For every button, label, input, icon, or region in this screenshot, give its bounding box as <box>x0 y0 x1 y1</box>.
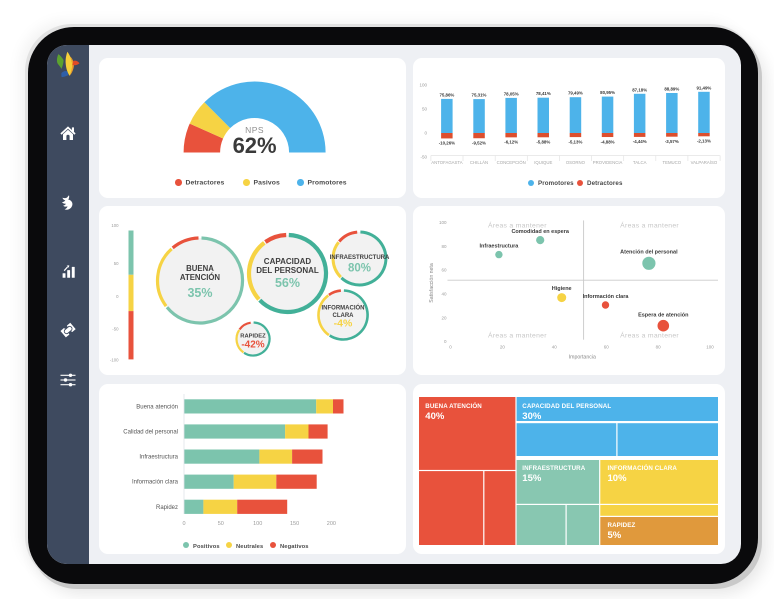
svg-text:20: 20 <box>500 345 506 350</box>
svg-text:Espera de atención: Espera de atención <box>638 313 689 319</box>
svg-text:50: 50 <box>114 261 119 266</box>
svg-text:100: 100 <box>111 223 119 228</box>
svg-text:60: 60 <box>441 268 447 273</box>
svg-text:Satisfacción neta: Satisfacción neta <box>429 263 435 303</box>
svg-text:78,05%: 78,05% <box>504 91 519 96</box>
svg-text:BUENA: BUENA <box>186 264 214 273</box>
svg-text:Importancia: Importancia <box>569 355 596 361</box>
svg-text:Buena atención: Buena atención <box>136 404 178 410</box>
svg-text:Atención del personal: Atención del personal <box>620 250 678 256</box>
svg-text:Información clara: Información clara <box>583 294 630 300</box>
svg-text:150: 150 <box>290 521 299 527</box>
svg-text:40: 40 <box>441 292 447 297</box>
svg-text:10%: 10% <box>608 473 628 484</box>
svg-text:CAPACIDAD DEL PERSONAL: CAPACIDAD DEL PERSONAL <box>522 403 611 410</box>
svg-text:Higiene: Higiene <box>552 286 572 292</box>
svg-text:RAPIDEZ: RAPIDEZ <box>240 334 266 340</box>
svg-text:200: 200 <box>327 521 336 527</box>
svg-text:Información clara: Información clara <box>132 480 179 486</box>
svg-text:50: 50 <box>218 521 224 527</box>
svg-text:Comodidad en espera: Comodidad en espera <box>511 229 569 235</box>
svg-text:DEL PERSONAL: DEL PERSONAL <box>256 266 319 275</box>
svg-text:60: 60 <box>604 345 610 350</box>
svg-text:75,86%: 75,86% <box>439 92 454 97</box>
svg-text:INFORMACIÓN CLARA: INFORMACIÓN CLARA <box>608 464 678 472</box>
svg-text:Rapidez: Rapidez <box>156 505 178 511</box>
svg-text:0: 0 <box>449 345 452 350</box>
svg-text:0: 0 <box>116 294 119 299</box>
svg-text:TEMUCO: TEMUCO <box>662 160 681 165</box>
svg-text:80,95%: 80,95% <box>600 90 615 95</box>
svg-text:62%: 62% <box>233 133 277 158</box>
svg-text:5%: 5% <box>608 530 622 541</box>
svg-text:80: 80 <box>656 345 662 350</box>
svg-text:INFRAESTRUCTURA: INFRAESTRUCTURA <box>522 465 585 472</box>
svg-text:40%: 40% <box>425 411 445 422</box>
svg-text:0: 0 <box>424 131 427 136</box>
svg-text:88,89%: 88,89% <box>664 87 679 92</box>
svg-text:79,49%: 79,49% <box>568 91 583 96</box>
svg-text:0: 0 <box>182 521 185 527</box>
svg-text:-5,88%: -5,88% <box>536 140 550 145</box>
svg-text:-4,44%: -4,44% <box>633 139 647 144</box>
svg-text:IQUIQUE: IQUIQUE <box>534 160 552 165</box>
svg-text:-3,57%: -3,57% <box>665 139 679 144</box>
svg-text:INFORMACIÓN: INFORMACIÓN <box>322 304 365 312</box>
svg-text:20: 20 <box>441 315 447 320</box>
svg-text:Infraestructura: Infraestructura <box>479 244 519 250</box>
svg-text:CONCEPCIÓN: CONCEPCIÓN <box>497 160 526 165</box>
svg-text:-4,88%: -4,88% <box>601 139 615 144</box>
svg-text:87,18%: 87,18% <box>632 87 647 92</box>
svg-text:-50: -50 <box>112 326 119 331</box>
svg-text:-2,13%: -2,13% <box>697 139 711 144</box>
svg-text:-6,12%: -6,12% <box>504 140 518 145</box>
svg-text:-42%: -42% <box>241 340 264 351</box>
svg-text:ANTOFAGASTA: ANTOFAGASTA <box>431 160 462 165</box>
svg-text:TALCA: TALCA <box>633 160 647 165</box>
svg-text:30%: 30% <box>522 411 542 422</box>
svg-text:75,31%: 75,31% <box>472 93 487 98</box>
svg-text:Áreas a mantener: Áreas a mantener <box>488 220 547 229</box>
svg-text:56%: 56% <box>275 276 300 290</box>
svg-text:100: 100 <box>439 220 447 225</box>
svg-text:-4%: -4% <box>334 317 353 329</box>
svg-text:100: 100 <box>253 521 262 527</box>
svg-text:-10,26%: -10,26% <box>439 141 455 146</box>
svg-text:-9,52%: -9,52% <box>472 141 486 146</box>
svg-text:100: 100 <box>706 345 714 350</box>
svg-text:CAPACIDAD: CAPACIDAD <box>264 257 312 266</box>
svg-text:ATENCIÓN: ATENCIÓN <box>180 273 221 282</box>
svg-text:-100: -100 <box>110 357 119 362</box>
svg-text:80: 80 <box>441 244 447 249</box>
svg-text:40: 40 <box>552 345 558 350</box>
svg-text:50: 50 <box>422 107 428 112</box>
svg-text:Calidad del personal: Calidad del personal <box>123 430 178 436</box>
svg-text:Áreas a mantener: Áreas a mantener <box>488 330 547 339</box>
svg-text:0: 0 <box>444 339 447 344</box>
svg-text:RAPIDEZ: RAPIDEZ <box>608 522 636 529</box>
svg-text:35%: 35% <box>187 286 212 300</box>
svg-text:Áreas a mantener: Áreas a mantener <box>620 220 679 229</box>
svg-text:BUENA ATENCIÓN: BUENA ATENCIÓN <box>425 402 482 410</box>
svg-text:78,41%: 78,41% <box>536 91 551 96</box>
svg-text:PROVIDENCIA: PROVIDENCIA <box>593 160 623 165</box>
svg-text:OSORNO: OSORNO <box>566 160 586 165</box>
svg-text:CLARA: CLARA <box>333 313 355 319</box>
svg-text:INFRAESTRUCTURA: INFRAESTRUCTURA <box>330 255 390 261</box>
svg-text:NPS: NPS <box>245 125 264 135</box>
svg-text:Infraestructura: Infraestructura <box>139 455 178 461</box>
svg-text:VALPARAÍSO: VALPARAÍSO <box>691 160 718 165</box>
svg-text:-5,13%: -5,13% <box>568 139 582 144</box>
svg-text:Áreas a mantener: Áreas a mantener <box>620 330 679 339</box>
svg-text:15%: 15% <box>522 473 542 484</box>
svg-text:-50: -50 <box>420 155 427 160</box>
svg-text:100: 100 <box>419 83 427 88</box>
svg-text:80%: 80% <box>348 263 371 275</box>
svg-text:CHILLÁN: CHILLÁN <box>470 160 488 165</box>
svg-text:91,49%: 91,49% <box>696 85 711 90</box>
